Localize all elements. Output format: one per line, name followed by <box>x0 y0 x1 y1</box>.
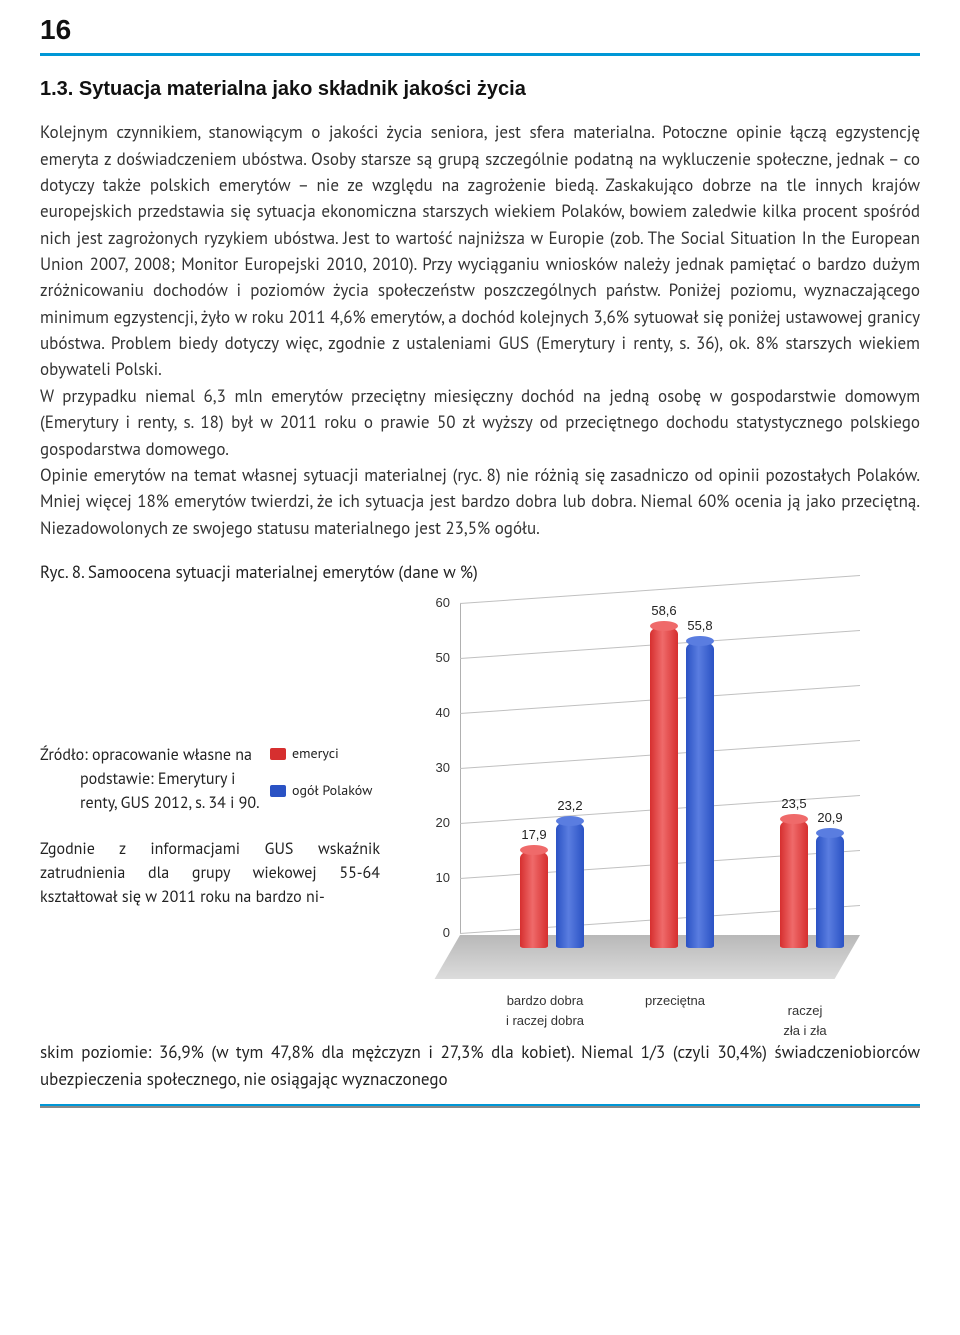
after-chart-text: skim poziomie: 36,9% (w tym 47,8% dla mę… <box>40 1039 920 1092</box>
bar-value-label: 17,9 <box>514 825 554 845</box>
x-axis-label: raczejzła i zła <box>750 1001 860 1041</box>
y-axis-label: 40 <box>436 703 450 723</box>
swatch-blue <box>270 785 286 797</box>
footer-rule <box>40 1104 920 1108</box>
legend-item-ogol: ogół Polaków <box>270 780 380 801</box>
bar-cylinder <box>816 828 844 948</box>
paragraph-3: Opinie emerytów na temat własnej sytuacj… <box>40 462 920 541</box>
chart-3d-plot: 010203040506017,923,2bardzo dobrai racze… <box>440 603 880 983</box>
y-axis-label: 30 <box>436 758 450 778</box>
bar-cylinder <box>520 845 548 948</box>
bar-chart: 0 10 20 30 40 50 60 17,9 23,2 bardzo dobrai racze… <box>400 593 920 1033</box>
left-paragraph: Zgodnie z informacjami GUS wskaźnik zatr… <box>40 837 380 909</box>
x-axis-label: przeciętna <box>620 991 730 1011</box>
section-heading: 1.3. Sytuacja materialna jako składnik j… <box>40 74 920 105</box>
legend-label-2: ogół Polaków <box>292 780 372 801</box>
paragraph-2: W przypadku niemal 6,3 mln emerytów prze… <box>40 383 920 462</box>
source-legend-row: Źródło: opracowanie własne na podstawie:… <box>40 743 380 817</box>
bar-value-label: 23,5 <box>774 794 814 814</box>
bar-cylinder <box>650 621 678 948</box>
legend-label-1: emeryci <box>292 743 339 764</box>
y-axis-label: 20 <box>436 813 450 833</box>
y-axis-label: 0 <box>443 923 450 943</box>
x-axis-label: bardzo dobrai raczej dobra <box>490 991 600 1031</box>
legend-item-emeryci: emeryci <box>270 743 380 764</box>
bar-cylinder <box>686 636 714 948</box>
source-line-2: podstawie: Emerytury i renty, GUS 2012, … <box>40 767 260 815</box>
y-axis-label: 60 <box>436 593 450 613</box>
bar-cylinder <box>556 816 584 949</box>
lower-section: Źródło: opracowanie własne na podstawie:… <box>40 593 920 1033</box>
bar-value-label: 58,6 <box>644 601 684 621</box>
y-axis-label: 50 <box>436 648 450 668</box>
left-column: Źródło: opracowanie własne na podstawie:… <box>40 593 380 909</box>
chart-legend: emeryci ogół Polaków <box>270 743 380 817</box>
paragraph-1: Kolejnym czynnikiem, stanowiącym o jakoś… <box>40 119 920 382</box>
swatch-red <box>270 748 286 760</box>
y-axis-label: 10 <box>436 868 450 888</box>
bar-value-label: 20,9 <box>810 808 850 828</box>
source-line-1: Źródło: opracowanie własne na <box>40 743 260 767</box>
bar-cylinder <box>780 814 808 948</box>
bar-value-label: 55,8 <box>680 616 720 636</box>
header-rule <box>40 53 920 56</box>
source-text: Źródło: opracowanie własne na podstawie:… <box>40 743 260 815</box>
page-number: 16 <box>40 8 920 51</box>
bar-value-label: 23,2 <box>550 796 590 816</box>
